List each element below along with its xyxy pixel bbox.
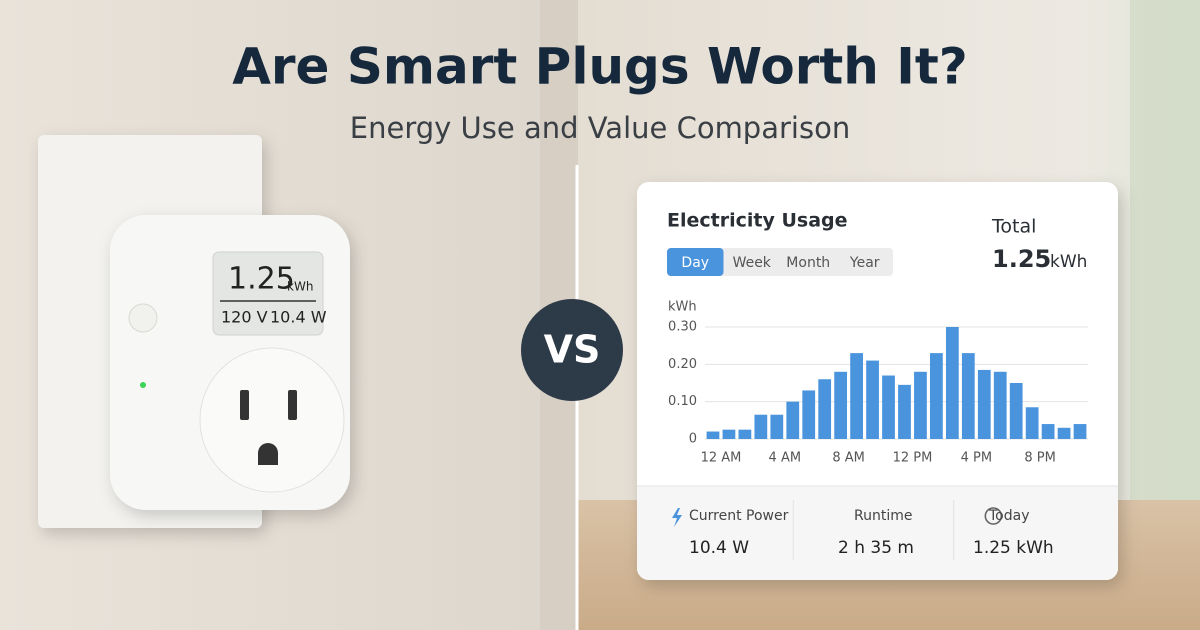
socket-slot	[288, 390, 297, 420]
card-title: Electricity Usage	[667, 210, 848, 232]
stat-icon	[984, 507, 1003, 525]
stat-label: Current Power	[689, 508, 789, 524]
bar	[930, 353, 943, 439]
bar	[993, 371, 1007, 439]
bar	[1041, 424, 1055, 439]
bar	[898, 384, 911, 439]
window	[1130, 0, 1200, 500]
stats-panel	[637, 486, 1118, 580]
x-tick-label: 12 AM	[701, 451, 742, 466]
bar	[818, 379, 832, 439]
stat-value: 2 h 35 m	[838, 538, 914, 558]
bar	[802, 390, 816, 439]
y-axis-label: kWh	[668, 300, 697, 315]
bar	[770, 414, 784, 439]
tab-label[interactable]: Week	[733, 255, 772, 271]
stat-label: Runtime	[854, 508, 912, 524]
title: Are Smart Plugs Worth It?	[232, 38, 968, 96]
bar	[850, 353, 863, 439]
y-tick-label: 0	[689, 432, 697, 447]
bar	[914, 371, 927, 439]
bar	[1073, 424, 1087, 439]
x-tick-label: 4 PM	[961, 451, 992, 466]
status-led	[140, 382, 146, 388]
bar	[738, 429, 752, 439]
tab-label[interactable]: Day	[681, 255, 709, 271]
bar	[706, 431, 720, 439]
bar	[722, 429, 736, 439]
power-button	[128, 303, 158, 333]
socket-face	[199, 347, 345, 493]
total-label: Total	[991, 216, 1036, 238]
bar	[945, 326, 959, 439]
plug-display	[212, 251, 324, 336]
stat-icon	[672, 508, 682, 527]
subtitle: Energy Use and Value Comparison	[350, 111, 850, 145]
display-unit: kWh	[287, 280, 313, 294]
x-tick-label: 8 AM	[832, 451, 865, 466]
bar	[1009, 382, 1023, 439]
vs-badge	[521, 299, 623, 401]
display-voltage: 120 V	[221, 308, 268, 327]
tab-active[interactable]	[667, 248, 724, 276]
socket-slot	[240, 390, 249, 420]
bar	[834, 371, 848, 439]
bar	[786, 401, 800, 439]
total-unit: kWh	[1050, 252, 1087, 272]
stat-value: 1.25 kWh	[973, 538, 1054, 558]
socket-ground	[258, 443, 278, 465]
bar	[866, 360, 879, 439]
total-value: 1.25	[992, 245, 1051, 273]
stat-label: Today	[988, 508, 1030, 524]
tab-label[interactable]: Month	[786, 255, 830, 271]
bar	[1025, 407, 1039, 439]
stat-value: 10.4 W	[689, 538, 749, 558]
y-tick-label: 0.10	[668, 394, 697, 409]
x-tick-label: 12 PM	[893, 451, 933, 466]
bar	[977, 369, 991, 439]
bar	[882, 375, 895, 439]
bar	[961, 353, 975, 439]
tab-label[interactable]: Year	[849, 255, 880, 271]
x-tick-label: 4 AM	[769, 451, 802, 466]
vs-text: VS	[544, 328, 601, 372]
x-tick-label: 8 PM	[1024, 451, 1055, 466]
y-tick-label: 0.30	[668, 319, 697, 334]
bar	[1057, 427, 1071, 439]
bar	[754, 414, 768, 439]
y-tick-label: 0.20	[668, 357, 697, 372]
display-power: 10.4 W	[270, 308, 327, 327]
display-energy: 1.25	[228, 262, 295, 297]
